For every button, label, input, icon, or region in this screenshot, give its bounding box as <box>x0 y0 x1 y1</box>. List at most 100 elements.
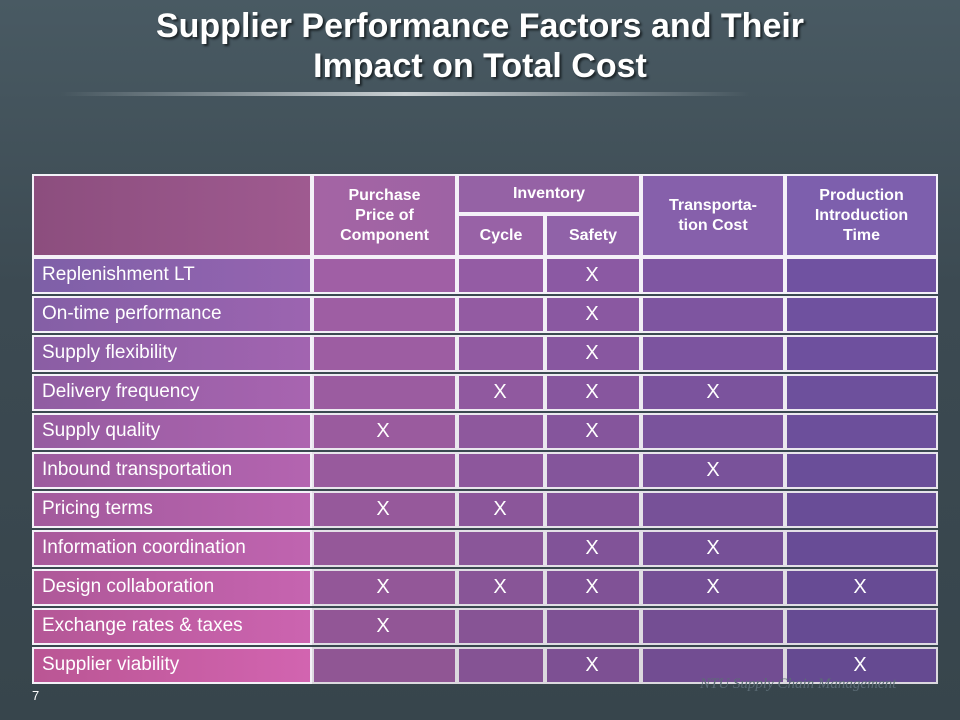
table-cell <box>545 608 641 645</box>
header-safety-cell <box>545 214 641 257</box>
table-cell <box>312 569 457 606</box>
table-cell <box>785 374 938 411</box>
table-cell <box>457 374 545 411</box>
impact-mark: X <box>376 576 390 598</box>
table-cell <box>785 452 938 489</box>
table-cell <box>785 491 938 528</box>
table-cell <box>641 608 785 645</box>
slide-title-line-2: Impact on Total Cost <box>313 47 647 85</box>
table-cell <box>641 257 785 294</box>
impact-mark: X <box>585 420 599 442</box>
table-cell <box>785 530 938 567</box>
table-cell <box>545 374 641 411</box>
table-cell <box>457 452 545 489</box>
impact-mark: X <box>585 537 599 559</box>
table-cell <box>457 335 545 372</box>
header-inventory: Inventory <box>512 185 585 202</box>
table-cell <box>312 491 457 528</box>
table-cell <box>545 257 641 294</box>
row-label: Pricing terms <box>42 498 153 519</box>
table-cell <box>641 335 785 372</box>
table-cell <box>641 491 785 528</box>
impact-mark: X <box>585 381 599 403</box>
slide-title: Supplier Performance Factors and Their I… <box>0 6 960 86</box>
table-cell <box>785 647 938 684</box>
impact-mark: X <box>585 264 599 286</box>
table-cell <box>457 647 545 684</box>
table-cell <box>312 296 457 333</box>
table-cell <box>545 647 641 684</box>
row-label-cell <box>32 491 312 528</box>
table-cell <box>641 530 785 567</box>
table-cell <box>545 491 641 528</box>
impact-mark: X <box>585 342 599 364</box>
impact-mark: X <box>376 420 390 442</box>
table-cell <box>545 569 641 606</box>
row-label-cell <box>32 569 312 606</box>
row-label: Inbound transportation <box>42 459 233 480</box>
row-label-cell <box>32 647 312 684</box>
row-label-cell <box>32 374 312 411</box>
row-label-cell <box>32 530 312 567</box>
header-corner-cell <box>32 174 312 257</box>
impact-mark: X <box>493 381 507 403</box>
table-cell <box>457 608 545 645</box>
table-cell <box>641 296 785 333</box>
slide-title-line-1: Supplier Performance Factors and Their <box>155 7 805 45</box>
row-label: Supply quality <box>42 420 161 441</box>
header-production: Production Introduction Time <box>814 186 909 244</box>
row-label: Supply flexibility <box>42 342 178 363</box>
table-cell <box>785 608 938 645</box>
impact-mark: X <box>706 537 720 559</box>
row-label: On-time performance <box>42 303 222 324</box>
impact-mark: X <box>585 576 599 598</box>
title-underline <box>60 92 750 96</box>
row-label: Delivery frequency <box>42 381 200 402</box>
row-label-cell <box>32 257 312 294</box>
row-label-cell <box>32 335 312 372</box>
table-cell <box>312 452 457 489</box>
table-cell <box>545 530 641 567</box>
table-cell <box>457 296 545 333</box>
table-cell <box>641 413 785 450</box>
impact-mark: X <box>493 498 507 520</box>
impact-mark: X <box>585 654 599 676</box>
header-purchase-price-cell <box>312 174 457 257</box>
table-cell <box>545 413 641 450</box>
table-cell <box>312 374 457 411</box>
table-cell <box>312 647 457 684</box>
table-cell <box>312 335 457 372</box>
table-cell <box>312 257 457 294</box>
table-cell <box>785 569 938 606</box>
header-safety: Safety <box>568 226 618 244</box>
impact-mark: X <box>493 576 507 598</box>
table-cell <box>785 296 938 333</box>
table-cell <box>641 569 785 606</box>
header-cycle: Cycle <box>479 226 523 244</box>
impact-mark: X <box>376 498 390 520</box>
table-cell <box>312 608 457 645</box>
table-cell <box>641 647 785 684</box>
table-cell <box>457 491 545 528</box>
table-cell <box>457 530 545 567</box>
table-cell <box>785 335 938 372</box>
impact-mark: X <box>853 654 867 676</box>
table-cell <box>457 257 545 294</box>
impact-mark: X <box>853 576 867 598</box>
impact-mark: X <box>585 303 599 325</box>
row-label-cell <box>32 413 312 450</box>
impact-mark: X <box>706 381 720 403</box>
table-cell <box>545 296 641 333</box>
header-purchase-price: Purchase Price of Component <box>340 186 429 244</box>
header-inventory-cell <box>457 174 641 214</box>
row-label: Information coordination <box>42 537 246 558</box>
footer-watermark: NTU Supply Chain Management <box>700 676 897 692</box>
table-cell <box>312 413 457 450</box>
header-transportation-cell <box>641 174 785 257</box>
row-label: Supplier viability <box>42 654 180 675</box>
row-label-cell <box>32 296 312 333</box>
table-cell <box>312 530 457 567</box>
table-cell <box>457 569 545 606</box>
header-cycle-cell <box>457 214 545 257</box>
table-cell <box>785 413 938 450</box>
